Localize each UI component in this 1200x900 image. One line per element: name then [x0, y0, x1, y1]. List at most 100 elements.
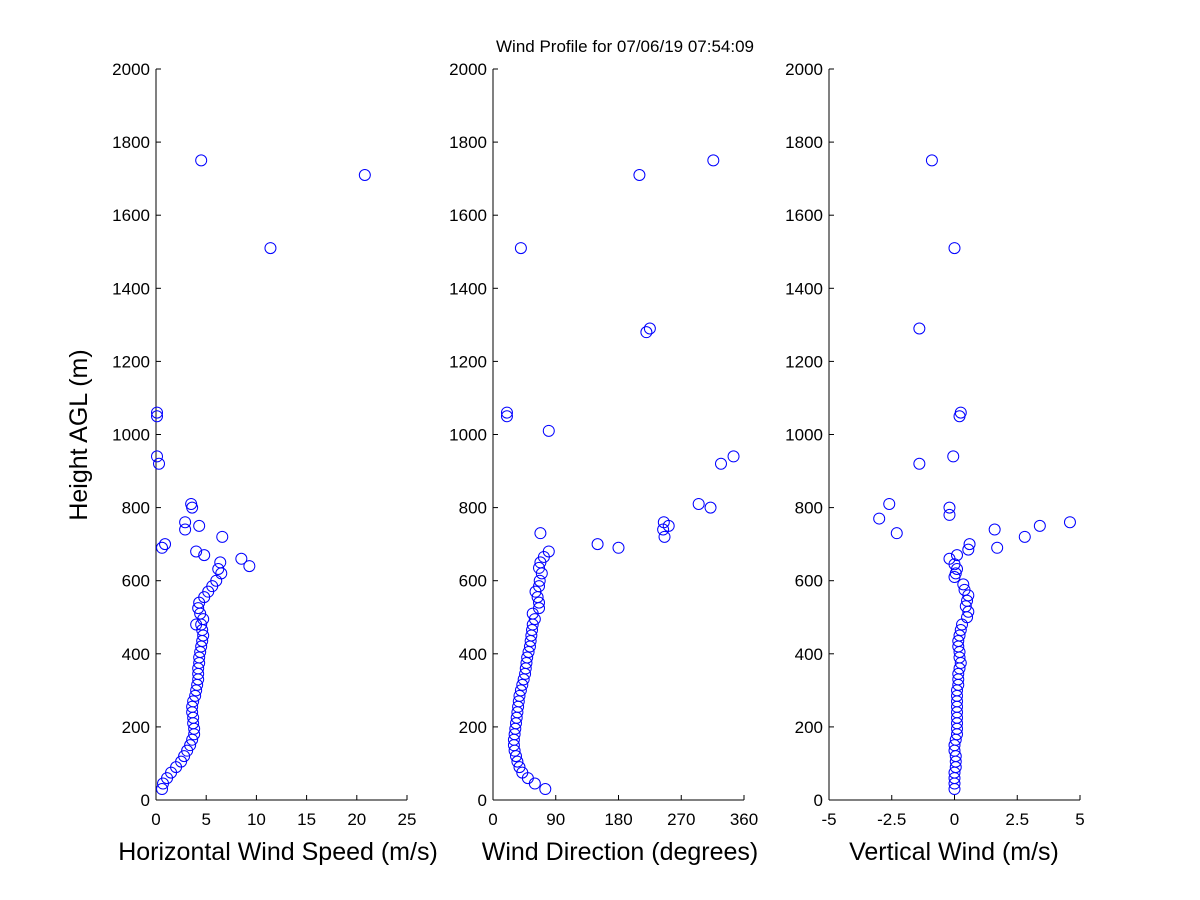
- y-tick-label: 400: [459, 645, 487, 664]
- x-tick-label: 180: [604, 810, 632, 829]
- data-point: [951, 549, 964, 562]
- x-tick-label: -2.5: [877, 810, 906, 829]
- data-point: [186, 700, 199, 713]
- data-point: [195, 154, 208, 167]
- data-point: [197, 613, 210, 626]
- data-point: [591, 538, 604, 551]
- data-point: [991, 541, 1004, 554]
- y-tick-label: 400: [795, 645, 823, 664]
- data-point: [542, 545, 555, 558]
- data-point: [643, 322, 656, 335]
- y-tick-label: 200: [122, 718, 150, 737]
- y-tick-label: 200: [459, 718, 487, 737]
- data-point: [539, 783, 552, 796]
- data-point: [952, 667, 965, 680]
- data-point: [528, 613, 541, 626]
- y-tick-label: 0: [141, 791, 150, 810]
- data-point: [156, 783, 169, 796]
- data-point: [214, 556, 227, 569]
- data-point: [692, 497, 705, 510]
- data-point: [962, 543, 975, 556]
- data-point: [511, 755, 524, 768]
- data-point: [533, 574, 546, 587]
- data-point: [264, 242, 277, 255]
- data-point: [178, 750, 191, 763]
- data-point: [947, 450, 960, 463]
- data-point: [612, 541, 625, 554]
- y-tick-label: 1800: [449, 133, 487, 152]
- y-tick-label: 1000: [785, 426, 823, 445]
- data-point: [925, 154, 938, 167]
- data-point: [943, 501, 956, 514]
- x-tick-label: -5: [821, 810, 836, 829]
- y-tick-label: 1400: [785, 279, 823, 298]
- data-point: [151, 410, 164, 423]
- data-point: [528, 777, 541, 790]
- data-point: [521, 651, 534, 664]
- data-point: [943, 508, 956, 521]
- x-axis-label: Horizontal Wind Speed (m/s): [118, 838, 438, 866]
- y-tick-label: 800: [459, 499, 487, 518]
- data-point: [500, 410, 513, 423]
- y-tick-label: 1200: [785, 352, 823, 371]
- data-point: [943, 552, 956, 565]
- y-tick-label: 0: [478, 791, 487, 810]
- horizontal-wind-speed-panel: 0 200 400 600 800 1000 1200 1400 1600 1800 2000 0 5 1…: [112, 60, 438, 866]
- data-point: [533, 561, 546, 574]
- y-axis-label: Height AGL (m): [65, 349, 93, 520]
- data-point: [961, 594, 974, 607]
- y-tick-label: 1600: [785, 206, 823, 225]
- x-tick-label: 5: [201, 810, 210, 829]
- data-point: [212, 563, 225, 576]
- data-point: [954, 406, 967, 419]
- y-tick-label: 2000: [112, 60, 150, 79]
- data-point: [704, 501, 717, 514]
- data-point: [954, 624, 967, 637]
- figure-title: Wind Profile for 07/06/19 07:54:09: [496, 37, 754, 56]
- y-tick-label: 1000: [112, 426, 150, 445]
- data-point: [913, 457, 926, 470]
- y-tick-label: 800: [122, 499, 150, 518]
- data-point: [185, 497, 198, 510]
- data-point: [958, 583, 971, 596]
- data-point: [873, 512, 886, 525]
- data-point: [952, 635, 965, 648]
- data-point: [657, 516, 670, 529]
- data-point: [1018, 530, 1031, 543]
- y-tick-label: 0: [814, 791, 823, 810]
- data-point: [662, 519, 675, 532]
- x-axis-label: Wind Direction (degrees): [482, 838, 759, 866]
- data-point: [959, 600, 972, 613]
- data-point: [948, 242, 961, 255]
- data-point: [151, 406, 164, 419]
- x-tick-label: 20: [347, 810, 366, 829]
- data-point: [714, 457, 727, 470]
- data-point: [957, 578, 970, 591]
- y-tick-label: 2000: [785, 60, 823, 79]
- data-point: [516, 766, 529, 779]
- data-point: [192, 602, 205, 615]
- data-point: [640, 326, 653, 339]
- data-point: [542, 424, 555, 437]
- x-axis-label: Vertical Wind (m/s): [849, 838, 1059, 866]
- data-point: [216, 530, 229, 543]
- data-point: [526, 624, 539, 637]
- y-tick-label: 600: [122, 572, 150, 591]
- data-point: [153, 457, 166, 470]
- data-point: [186, 501, 199, 514]
- data-point: [913, 322, 926, 335]
- data-point: [890, 527, 903, 540]
- x-tick-label: 10: [247, 810, 266, 829]
- data-point: [358, 168, 371, 181]
- y-tick-label: 600: [459, 572, 487, 591]
- x-tick-label: 5: [1075, 810, 1084, 829]
- data-point: [533, 596, 546, 609]
- data-point: [513, 761, 526, 774]
- data-point: [179, 516, 192, 529]
- y-tick-label: 2000: [449, 60, 487, 79]
- data-point: [175, 755, 188, 768]
- data-point: [1033, 519, 1046, 532]
- data-point: [500, 406, 513, 419]
- y-tick-label: 1000: [449, 426, 487, 445]
- data-point: [513, 689, 526, 702]
